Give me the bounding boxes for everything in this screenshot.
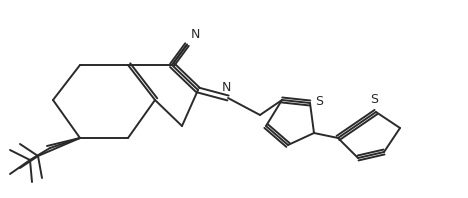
Text: N: N [191,28,200,41]
Text: S: S [315,94,323,108]
Text: N: N [221,81,231,94]
Text: S: S [370,93,378,106]
